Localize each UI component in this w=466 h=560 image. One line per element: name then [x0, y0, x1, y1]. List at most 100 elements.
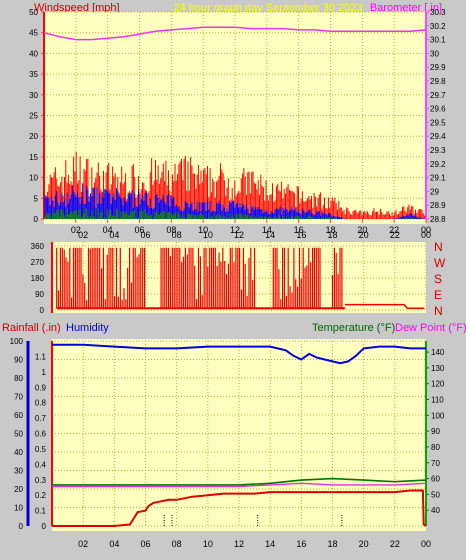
- baro-y-tick-label: 29.4: [430, 132, 446, 141]
- wind-x-tick-label: 12: [230, 225, 240, 235]
- climate-x-tick-label: 00: [421, 539, 431, 549]
- wind-x-tick-label: 22: [389, 225, 399, 235]
- baro-y-tick-label: 29.6: [430, 105, 446, 114]
- wind-x-tick-label: 20: [357, 225, 367, 235]
- dewpoint-series: [52, 482, 427, 488]
- humidity-y-tick-label: 10: [14, 504, 23, 513]
- baro-y-tick-label: 30: [430, 49, 439, 58]
- wind-direction-bars: [56, 247, 343, 309]
- compass-label: N: [434, 304, 443, 318]
- humidity-y-tick-label: 30: [14, 467, 23, 476]
- barometer-series: [43, 26, 427, 41]
- dewpoint-label: Dew Point (°F): [395, 322, 466, 334]
- climate-x-tick-label: 22: [390, 539, 400, 549]
- wind-y-tick-label: 50: [29, 8, 38, 17]
- climate-x-tick-label: 14: [265, 539, 275, 549]
- wind-y-tick-label: 20: [29, 132, 38, 141]
- baro-y-tick-label: 29.7: [430, 91, 446, 100]
- dir-x-tick-label: 08: [172, 230, 182, 240]
- barometer-label: Barometer [.in]: [370, 2, 442, 14]
- dir-y-tick-label: 90: [35, 290, 44, 299]
- humidity-y-tick-label: 90: [14, 356, 23, 365]
- wind-direction-late: [344, 303, 425, 309]
- dir-x-tick-label: 20: [359, 230, 369, 240]
- wind-x-tick-label: 04: [103, 225, 113, 235]
- dir-x-tick-label: 22: [390, 230, 400, 240]
- dir-x-tick-label: 02: [78, 230, 88, 240]
- baro-y-tick-label: 30.2: [430, 22, 446, 31]
- rain-y-tick-label: 0.3: [35, 476, 47, 485]
- dir-y-tick-label: 180: [31, 274, 45, 283]
- wind-x-tick-label: 14: [262, 225, 272, 235]
- dir-x-tick-label: 18: [327, 230, 337, 240]
- baro-y-tick-label: 29.5: [430, 118, 446, 127]
- compass-label: S: [434, 272, 442, 286]
- climate-x-tick-label: 18: [327, 539, 337, 549]
- wind-y-tick-label: 30: [29, 91, 38, 100]
- climate-x-tick-label: 06: [140, 539, 150, 549]
- wind-x-tick-label: 18: [325, 225, 335, 235]
- wind-y-tick-label: 10: [29, 174, 38, 183]
- humidity-y-tick-label: 70: [14, 393, 23, 402]
- temp-y-tick-label: 120: [431, 380, 445, 389]
- temp-y-tick-label: 110: [431, 396, 444, 405]
- dir-x-tick-label: 14: [265, 230, 275, 240]
- climate-x-tick-label: 04: [109, 539, 119, 549]
- humidity-series: [52, 343, 426, 365]
- humidity-y-tick-label: 50: [14, 430, 23, 439]
- compass-label: E: [434, 288, 442, 302]
- wind-y-tick-label: 45: [29, 29, 38, 38]
- wind-x-tick-label: 16: [294, 225, 304, 235]
- rain-y-tick-label: 0: [42, 522, 47, 531]
- wind-y-tick-label: 25: [29, 112, 38, 121]
- rain-y-tick-label: 1: [42, 368, 47, 377]
- climate-x-tick-label: 12: [234, 539, 244, 549]
- temp-y-tick-label: 50: [431, 490, 440, 499]
- wind-y-tick-label: 15: [29, 153, 38, 162]
- temp-y-tick-label: 90: [431, 427, 440, 436]
- dir-y-tick-label: 0: [40, 306, 45, 315]
- rain-y-tick-label: 0.1: [35, 507, 47, 516]
- baro-y-tick-label: 30.1: [430, 36, 446, 45]
- dir-y-tick-label: 360: [31, 242, 45, 251]
- dir-x-tick-label: 06: [140, 230, 150, 240]
- humidity-y-tick-label: 0: [19, 522, 24, 531]
- baro-y-tick-label: 28.9: [430, 201, 446, 210]
- humidity-label: Humidity: [66, 322, 109, 334]
- baro-y-tick-label: 30.3: [430, 8, 446, 17]
- temp-y-tick-label: 130: [431, 364, 445, 373]
- temperature-series: [52, 477, 427, 486]
- dir-x-tick-label: 12: [234, 230, 244, 240]
- temperature-label: Temperature (°F): [312, 322, 395, 334]
- baro-y-tick-label: 29.1: [430, 174, 446, 183]
- baro-y-tick-label: 29.2: [430, 160, 446, 169]
- rain-y-tick-label: 1.1: [35, 352, 47, 361]
- wind-y-tick-label: 5: [34, 194, 39, 203]
- humidity-y-tick-label: 20: [14, 485, 23, 494]
- climate-x-tick-label: 02: [78, 539, 88, 549]
- wind-y-tick-label: 0: [34, 215, 39, 224]
- rain-y-tick-label: 0.8: [35, 399, 47, 408]
- temp-y-tick-label: 40: [431, 506, 440, 515]
- rain-y-tick-label: 0.4: [35, 460, 47, 469]
- dir-x-tick-label: 00: [421, 230, 431, 240]
- humidity-y-tick-label: 80: [14, 374, 23, 383]
- temp-y-tick-label: 80: [431, 443, 440, 452]
- climate-x-tick-label: 20: [359, 539, 369, 549]
- wind-low-series: [44, 208, 423, 219]
- baro-y-tick-label: 29: [430, 187, 439, 196]
- temp-y-tick-label: 70: [431, 459, 440, 468]
- windspeed-label: Windspeed [mph]: [34, 2, 120, 14]
- wind-x-tick-label: 06: [134, 225, 144, 235]
- climate-x-tick-label: 08: [172, 539, 182, 549]
- rainfall-label: Rainfall (.in): [2, 322, 61, 334]
- compass-label: W: [434, 256, 446, 270]
- wind-y-tick-label: 40: [29, 49, 38, 58]
- wind-y-tick-label: 35: [29, 70, 38, 79]
- humidity-y-tick-label: 40: [14, 448, 23, 457]
- wind-x-tick-label: 10: [198, 225, 208, 235]
- rain-y-tick-label: 0.5: [35, 445, 47, 454]
- temp-y-tick-label: 100: [431, 411, 445, 420]
- compass-label: N: [434, 240, 443, 254]
